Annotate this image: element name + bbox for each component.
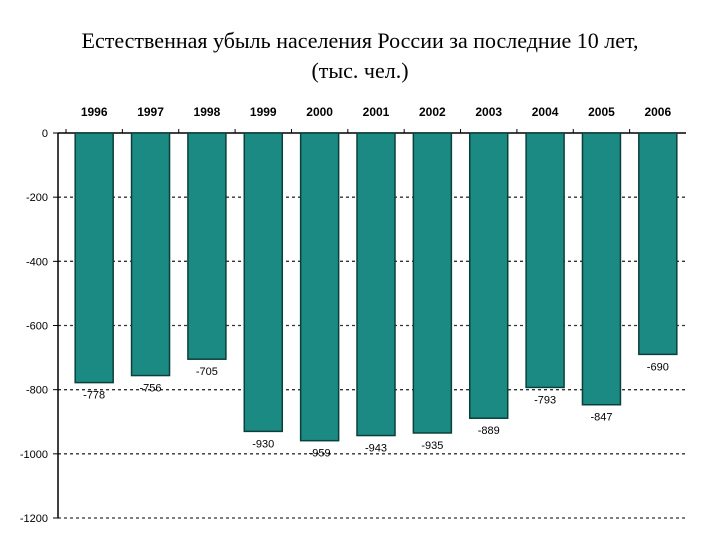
x-tick-label: 1997	[137, 105, 164, 119]
data-label: -847	[590, 412, 612, 424]
y-tick-label: -1000	[20, 449, 48, 461]
x-tick-label: 2006	[644, 105, 671, 119]
bar	[74, 132, 114, 384]
data-label: -943	[365, 443, 387, 455]
data-label: -705	[196, 366, 218, 378]
x-tick-label: 2002	[419, 105, 446, 119]
bar	[356, 132, 396, 437]
data-label: -793	[534, 394, 556, 406]
data-label: -889	[478, 425, 500, 437]
x-tick-label: 2004	[532, 105, 559, 119]
y-tick-label: -1200	[20, 513, 48, 525]
x-tick-label: 2005	[588, 105, 615, 119]
x-tick-label: 2003	[475, 105, 502, 119]
x-tick-label: 2000	[306, 105, 333, 119]
bar	[299, 132, 340, 442]
bar	[581, 132, 622, 406]
bar	[187, 132, 227, 360]
y-tick-label: -600	[26, 321, 48, 333]
y-tick-label: 0	[42, 128, 48, 140]
y-tick-label: -800	[26, 385, 48, 397]
data-label: -930	[252, 438, 274, 450]
data-label: -778	[83, 390, 105, 402]
bar	[412, 132, 453, 434]
y-tick-label: -400	[26, 256, 48, 268]
x-tick-label: 1999	[250, 105, 277, 119]
y-tick-label: -200	[26, 192, 48, 204]
bar	[468, 132, 509, 419]
title-line-1: Естественная убыль населения России за п…	[81, 28, 639, 53]
x-tick-label: 1996	[81, 105, 108, 119]
x-tick-label: 2001	[363, 105, 390, 119]
bar	[525, 132, 565, 389]
bar	[243, 132, 284, 433]
x-tick-label: 1998	[194, 105, 221, 119]
data-label: -959	[309, 448, 331, 460]
data-label: -690	[647, 361, 669, 373]
data-label: -756	[140, 383, 162, 395]
data-label: -935	[421, 440, 443, 452]
title-line-2: (тыс. чел.)	[311, 58, 409, 83]
bar	[130, 132, 171, 377]
chart-title: Естественная убыль населения России за п…	[0, 26, 720, 86]
bar	[638, 132, 678, 356]
